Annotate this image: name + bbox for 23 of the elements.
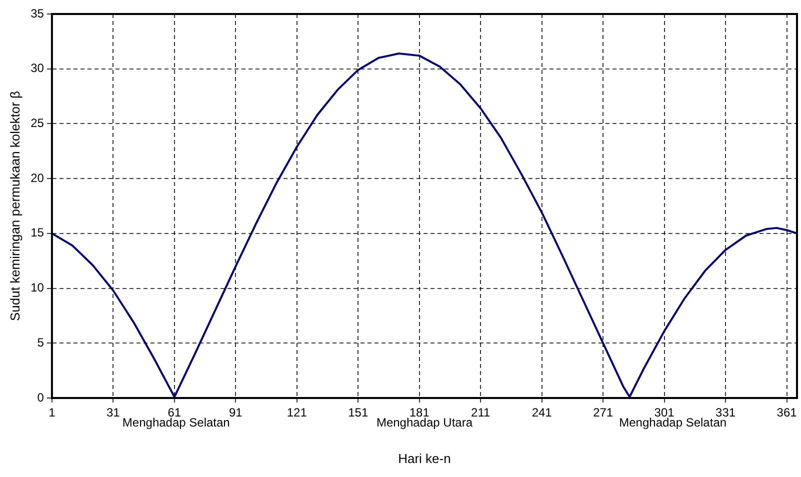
x-tick-label: 331 <box>716 406 736 420</box>
x-tick-label: 121 <box>286 406 308 420</box>
y-tick-label: 35 <box>30 6 44 20</box>
y-tick-label: 5 <box>37 335 44 350</box>
x-tick-label: 271 <box>593 406 614 420</box>
x-tick-label: 61 <box>168 406 182 420</box>
x-tick-label: 301 <box>654 406 675 420</box>
x-tick-label: 181 <box>409 406 430 420</box>
x-tick-label: 1 <box>48 406 56 420</box>
y-tick-label: 20 <box>30 170 44 185</box>
x-tick-label: 31 <box>106 406 120 420</box>
x-tick-label: 241 <box>532 406 552 420</box>
y-tick-label: 15 <box>30 226 44 240</box>
x-tick-label: 361 <box>776 406 798 420</box>
y-tick-label: 0 <box>37 390 44 404</box>
y-tick-label: 10 <box>30 280 44 295</box>
x-tick-label: 151 <box>348 406 368 420</box>
x-axis-title: Hari ke-n <box>398 450 451 466</box>
y-tick-label: 30 <box>30 61 44 76</box>
x-tick-label: 91 <box>228 406 243 420</box>
y-tick-label: 25 <box>30 116 44 130</box>
x-tick-label: 211 <box>471 406 490 420</box>
y-axis-title: Sudut kemiringan permukaan kolektor β <box>7 90 22 322</box>
